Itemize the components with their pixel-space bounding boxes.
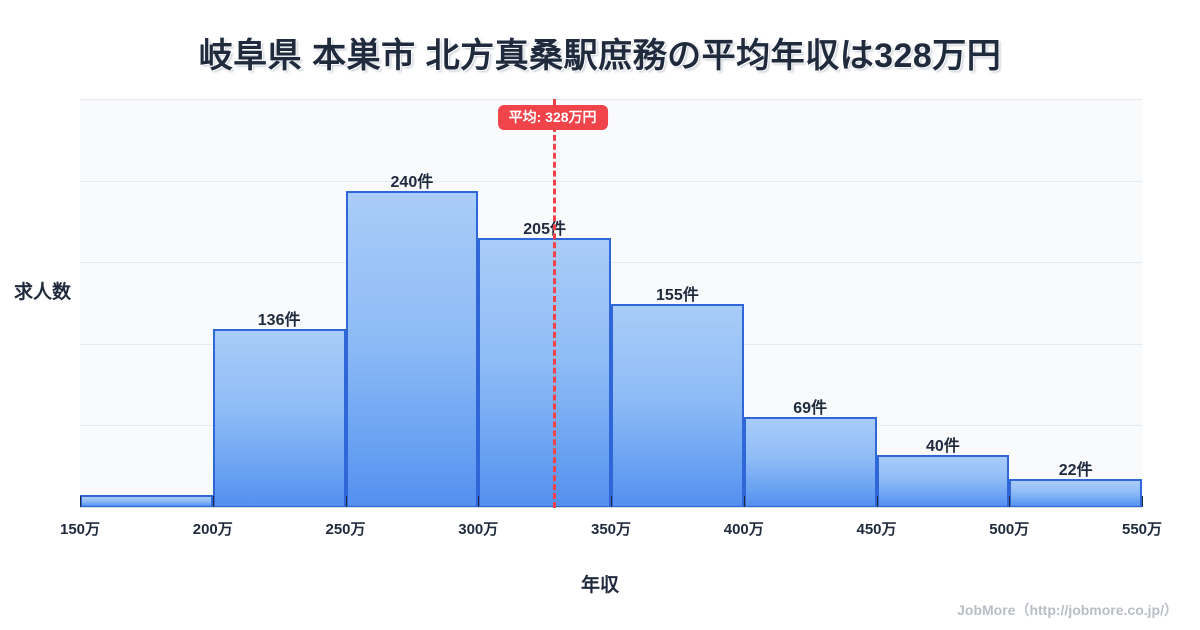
footer-credit: JobMore（http://jobmore.co.jp/） [957, 602, 1178, 618]
bar [611, 303, 744, 508]
x-tick-label: 150万 [59, 521, 101, 538]
bar-value-label: 240件 [390, 174, 434, 192]
x-tick-mark [743, 496, 745, 507]
bar-value-label: 136件 [257, 311, 301, 329]
x-tick-label: 550万 [1121, 521, 1163, 538]
x-tick-mark [478, 496, 480, 507]
bar [1009, 478, 1142, 508]
y-axis-title: 求人数 [14, 282, 72, 303]
x-tick-label: 200万 [192, 521, 233, 538]
x-tick-label: 500万 [989, 521, 1030, 538]
x-tick-mark [212, 496, 214, 507]
page-title: 岐阜県 本巣市 北方真桑駅庶務の平均年収は328万円 [198, 37, 1002, 75]
x-tick-label: 450万 [856, 521, 897, 538]
bar [876, 455, 1010, 508]
x-tick-mark [1142, 496, 1143, 507]
x-tick-mark [611, 496, 612, 507]
bar-value-label: 155件 [656, 286, 699, 304]
bar [212, 328, 346, 508]
bar [345, 191, 479, 508]
gridline [80, 262, 1142, 263]
x-tick-mark [80, 496, 81, 507]
x-tick-mark [1009, 496, 1011, 507]
mean-badge: 平均: 328万円 [497, 105, 608, 130]
gridline [80, 181, 1142, 182]
x-tick-label: 400万 [723, 521, 764, 538]
bar [743, 416, 877, 508]
x-axis-line [80, 507, 1142, 508]
bar-value-label: 40件 [925, 438, 960, 456]
x-tick-label: 250万 [325, 521, 366, 538]
bar-value-label: 69件 [793, 399, 828, 417]
mean-line [552, 99, 556, 508]
x-tick-mark [876, 496, 878, 507]
bar-value-label: 22件 [1058, 461, 1093, 479]
x-tick-label: 300万 [458, 521, 499, 538]
x-tick-mark [345, 496, 347, 507]
x-axis-title: 年収 [580, 575, 619, 596]
plot-area [80, 99, 1142, 508]
bar [478, 237, 611, 508]
x-tick-label: 350万 [590, 521, 632, 538]
gridline [80, 99, 1142, 100]
bar-value-label: 205件 [523, 220, 566, 238]
